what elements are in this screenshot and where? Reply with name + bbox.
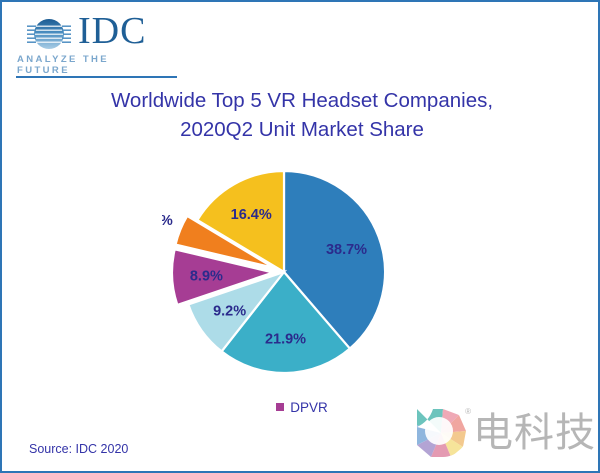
pie-chart-svg: 38.7% 21.9% 9.2% 8.9% 4.9% 16.4%: [162, 169, 387, 375]
pie-slice-label: 16.4%: [231, 207, 272, 223]
registered-trademark-icon: ®: [465, 407, 471, 416]
source-note: Source: IDC 2020: [29, 442, 129, 456]
site-watermark: ® 电科技: [413, 399, 596, 467]
colorful-d-logo-icon: ®: [413, 405, 471, 461]
page-title-line-2: 2020Q2 Unit Market Share: [180, 118, 424, 141]
pie-slice[interactable]: [282, 169, 387, 351]
idc-wordmark: IDC: [78, 10, 147, 52]
pie-slice-label: 4.9%: [162, 213, 173, 229]
pie-slice-label: 21.9%: [265, 332, 306, 348]
idc-striped-sphere-icon: [27, 19, 71, 49]
pie-slice[interactable]: [195, 169, 286, 274]
watermark-text: 电科技: [473, 410, 596, 456]
pie-slice-group: [170, 169, 387, 375]
idc-logo: IDC ANALYZE THE FUTURE: [16, 10, 177, 78]
idc-tagline: ANALYZE THE FUTURE: [17, 54, 110, 76]
legend-item-label: DPVR: [290, 400, 328, 415]
pie-chart: 38.7% 21.9% 9.2% 8.9% 4.9% 16.4%: [162, 162, 408, 384]
page-title: Worldwide Top 5 VR Headset Companies, 20…: [2, 86, 598, 144]
page-title-line-1: Worldwide Top 5 VR Headset Companies,: [110, 89, 494, 112]
legend-item[interactable]: DPVR: [276, 400, 328, 415]
legend-color-swatch: [276, 403, 285, 411]
chart-legend: DPVR: [2, 400, 598, 415]
pie-slice-label: 8.9%: [190, 269, 223, 285]
pie-slice[interactable]: [174, 214, 275, 269]
pie-slice-label: 9.2%: [213, 304, 246, 320]
pie-slice[interactable]: [186, 269, 288, 353]
pie-slice-label: 38.7%: [326, 242, 367, 258]
pie-slice[interactable]: [220, 270, 352, 375]
pie-slice[interactable]: [170, 247, 277, 307]
logo-divider: [16, 76, 177, 78]
pie-label-group: 38.7% 21.9% 9.2% 8.9% 4.9% 16.4%: [162, 207, 367, 348]
